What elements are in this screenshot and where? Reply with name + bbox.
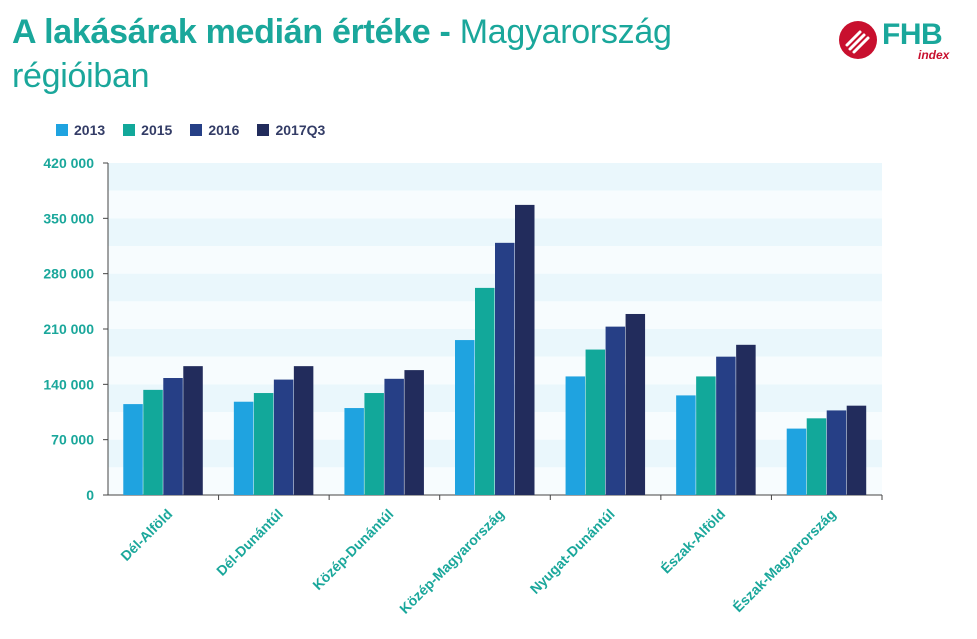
bar-2013-1 — [233, 401, 254, 495]
x-category-label: Észak-Alföld — [658, 506, 729, 577]
bar-2015-2 — [364, 393, 384, 495]
bar-2015-4 — [585, 349, 606, 495]
title-regular-part-2: régióiban — [12, 57, 150, 95]
y-tick-label: 0 — [86, 487, 94, 503]
bar-2015-5 — [696, 376, 716, 495]
y-tick-label: 350 000 — [43, 210, 94, 226]
bar-2017Q3-5 — [736, 344, 756, 495]
legend-swatch — [190, 124, 203, 136]
bar-2015-0 — [143, 389, 163, 495]
bar-2015-6 — [806, 418, 827, 495]
fhb-stripes-icon — [839, 21, 877, 59]
title-line-1: A lakásárak medián értéke - Magyarország — [12, 10, 812, 54]
legend-item-2015: 2015 — [123, 122, 172, 138]
bar-2015-1 — [253, 393, 274, 495]
bar-2013-6 — [786, 428, 807, 495]
legend-label: 2013 — [74, 122, 106, 138]
bar-2013-3 — [455, 340, 475, 495]
x-category-label: Dél-Alföld — [117, 506, 175, 564]
legend-label: 2015 — [141, 122, 173, 138]
bar-2016-4 — [605, 326, 626, 495]
legend-label: 2017Q3 — [275, 122, 326, 138]
title-regular-part-1: Magyarország — [459, 13, 672, 51]
legend-item-2016: 2016 — [190, 122, 239, 138]
bar-2013-2 — [344, 408, 364, 495]
bar-2016-1 — [273, 379, 294, 495]
bar-2017Q3-1 — [293, 366, 314, 495]
title-bold-part: A lakásárak medián értéke - — [12, 13, 451, 51]
fhb-logo: FHB index — [838, 14, 963, 64]
bar-2017Q3-6 — [846, 405, 867, 495]
y-tick-label: 210 000 — [43, 321, 94, 337]
bar-2016-2 — [384, 378, 404, 495]
x-category-label: Közép-Dunántúl — [309, 506, 396, 593]
title-line-2: régióiban — [12, 54, 812, 98]
legend-item-2017Q3: 2017Q3 — [257, 122, 325, 138]
y-tick-label: 70 000 — [51, 432, 94, 448]
logo-sub: index — [918, 48, 950, 62]
bar-2017Q3-2 — [404, 370, 424, 495]
x-category-label: Közép-Magyarország — [396, 506, 507, 617]
bar-2013-4 — [565, 376, 586, 495]
bar-2013-0 — [123, 404, 143, 495]
x-category-label: Nyugat-Dunántúl — [527, 506, 618, 597]
bar-2013-5 — [676, 395, 696, 495]
plot-band — [108, 163, 882, 191]
plot-band — [108, 190, 882, 219]
legend-label: 2016 — [208, 122, 240, 138]
bar-2016-6 — [826, 410, 847, 495]
bar-2016-3 — [495, 242, 515, 495]
plot-band — [108, 218, 882, 246]
x-category-label: Észak-Magyarország — [730, 506, 839, 615]
y-tick-label: 140 000 — [43, 376, 94, 392]
legend-swatch — [257, 124, 270, 136]
legend-item-2013: 2013 — [56, 122, 105, 138]
legend-swatch — [56, 124, 68, 136]
logo-text: FHB — [882, 18, 943, 51]
bar-2016-5 — [716, 356, 736, 495]
y-tick-label: 420 000 — [43, 155, 94, 171]
bar-2016-0 — [163, 378, 183, 495]
bar-2017Q3-4 — [625, 313, 646, 495]
bar-2017Q3-3 — [515, 204, 535, 495]
bar-2015-3 — [475, 287, 495, 495]
chart-title: A lakásárak medián értéke - Magyarország… — [12, 10, 812, 98]
legend-swatch — [123, 124, 136, 136]
bar-2017Q3-0 — [183, 366, 203, 495]
legend: 2013 2015 2016 2017Q3 — [56, 122, 325, 138]
x-category-label: Dél-Dunántúl — [213, 506, 286, 579]
y-tick-label: 280 000 — [43, 266, 94, 282]
